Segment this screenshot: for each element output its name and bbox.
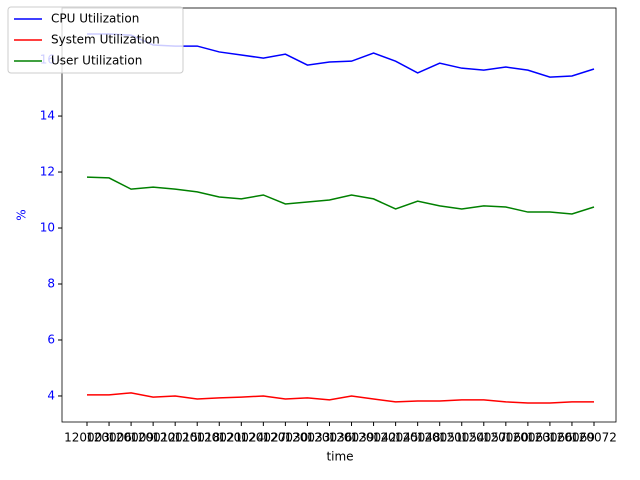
x-tick-label: 120042 [351, 431, 397, 445]
y-axis-label: % [15, 209, 29, 220]
y-tick-label: 14 [40, 109, 55, 123]
x-tick-label: 120006 [86, 431, 132, 445]
line-series [86, 176, 595, 215]
legend-label: System Utilization [51, 33, 160, 47]
x-tick-label: 120015 [152, 431, 198, 445]
x-tick-label: 120033 [285, 431, 331, 445]
x-tick-label: 120003 [64, 431, 110, 445]
plot-frame [61, 7, 617, 423]
legend-label: User Utilization [51, 54, 142, 68]
x-tick-label: 120027 [240, 431, 286, 445]
legend: CPU Utilization System Utilization User Ut… [7, 6, 184, 74]
y-tick-label: 6 [47, 332, 55, 346]
x-tick-label: 120069 [549, 431, 595, 445]
y-tick-label: 10 [40, 221, 55, 235]
x-tick-label: 120048 [395, 431, 441, 445]
x-tick-label: 120072 [571, 431, 617, 445]
line-series [87, 392, 594, 404]
y-tick-label: 8 [47, 277, 55, 291]
x-tick-label: 120021 [196, 431, 242, 445]
legend-box [7, 6, 184, 74]
x-tick-label: 120009 [108, 431, 154, 445]
x-tick-label: 120030 [262, 431, 308, 445]
x-tick-label: 120045 [373, 431, 419, 445]
x-tick-label: 120036 [307, 431, 353, 445]
x-tick-label: 120054 [439, 431, 485, 445]
x-tick-label: 120018 [174, 431, 220, 445]
x-tick-label: 120051 [417, 431, 463, 445]
x-axis-label: time [326, 450, 353, 464]
x-tick-label: 120057 [461, 431, 507, 445]
y-tick-label: 4 [47, 388, 55, 402]
y-tick-label: 12 [40, 165, 55, 179]
legend-label: CPU Utilization [51, 12, 139, 26]
x-tick-label: 120063 [505, 431, 551, 445]
x-tick-label: 120039 [329, 431, 375, 445]
x-tick-label: 120012 [130, 431, 176, 445]
x-tick-label: 120066 [527, 431, 573, 445]
x-tick-label: 120024 [218, 431, 264, 445]
x-tick-label: 120060 [483, 431, 529, 445]
